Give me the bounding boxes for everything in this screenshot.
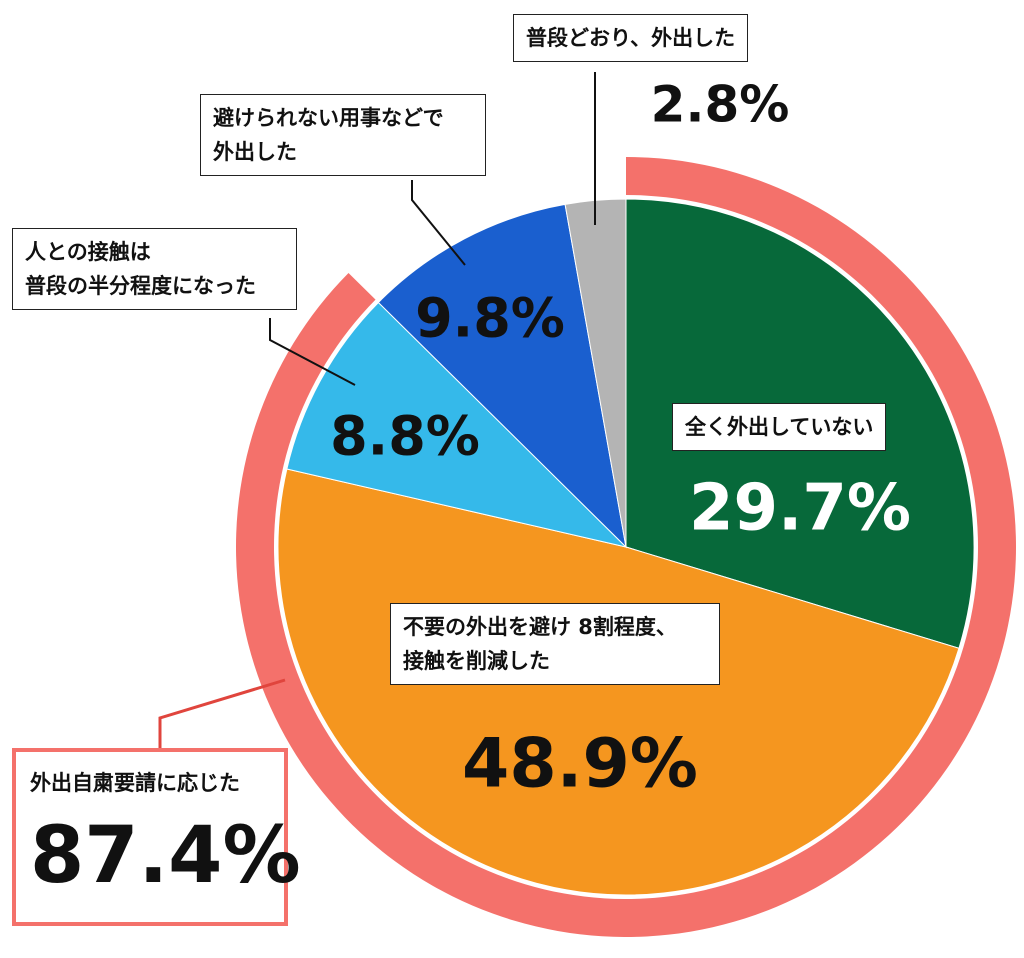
value-label: 2.8% <box>651 76 790 134</box>
value-label: 8.8% <box>330 405 480 468</box>
pie-slice <box>286 301 628 548</box>
ring-label: 外出自粛要請に応じた <box>30 771 240 795</box>
value-label: 48.9% <box>462 725 698 804</box>
category-label: 人との接触は 普段の半分程度になった <box>12 228 297 310</box>
leader-line <box>158 678 286 748</box>
category-label: 全く外出していない <box>672 403 887 451</box>
category-label: 不要の外出を避け 8割程度、 接触を削減した <box>390 603 720 685</box>
pie-slice <box>377 203 627 549</box>
category-label: 避けられない用事などで 外出した <box>200 94 486 176</box>
leader-line <box>269 318 356 386</box>
value-label: 9.8% <box>415 287 565 350</box>
ring-callout: 外出自粛要請に応じた 87.4% <box>12 748 301 926</box>
category-label: 普段どおり、外出した <box>513 14 749 62</box>
leader-line <box>411 180 466 266</box>
value-label: 29.7% <box>689 472 911 546</box>
ring-value-label: 87.4% <box>30 811 301 901</box>
